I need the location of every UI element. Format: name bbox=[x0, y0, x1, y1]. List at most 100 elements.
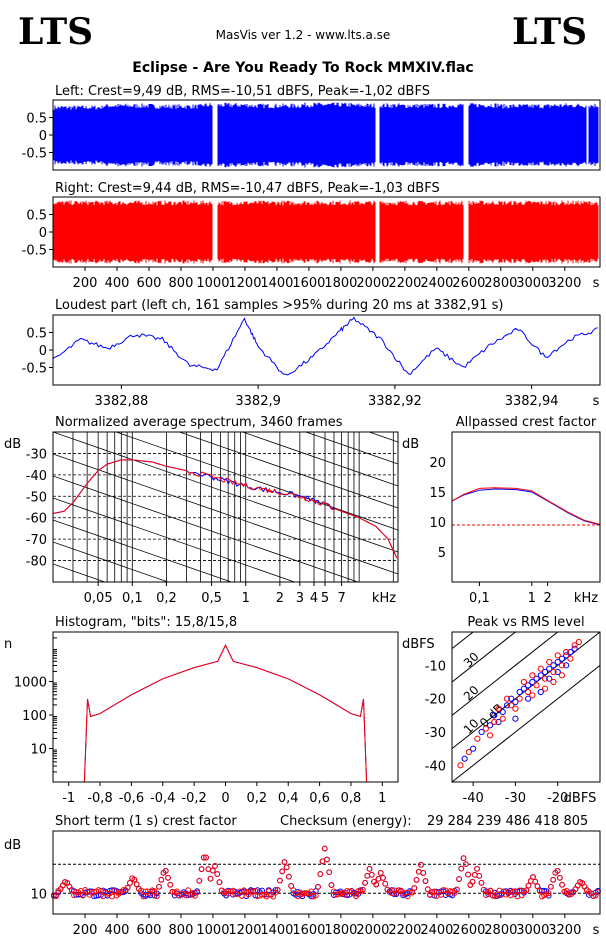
y-tick-label: 10 bbox=[30, 742, 47, 757]
x-unit: kHz bbox=[372, 591, 396, 606]
allpassed-crest-plot: Allpassed crest factor dB 20 15 10 5 0,1 1 2 kHz bbox=[402, 415, 601, 606]
x-tick-label: -0,2 bbox=[181, 791, 206, 806]
x-tick-label: -0,4 bbox=[150, 791, 175, 806]
point-right bbox=[495, 705, 502, 712]
crest-point-right bbox=[536, 888, 543, 894]
crest-point-right bbox=[359, 886, 366, 893]
x-tick-label: 1200 bbox=[228, 276, 261, 291]
x-tick-label: -30 bbox=[505, 791, 526, 806]
logo-right: LTS bbox=[512, 11, 587, 53]
x-tick-label: 0,1 bbox=[469, 591, 490, 606]
crest-point-right bbox=[547, 883, 554, 890]
crest-point-right bbox=[420, 870, 427, 876]
crest-point-right bbox=[418, 861, 424, 868]
point-right bbox=[571, 642, 578, 649]
crest-point-right bbox=[232, 891, 239, 897]
crest-point-right bbox=[142, 888, 149, 895]
point-right bbox=[567, 655, 574, 662]
x-tick-label: 4 bbox=[310, 591, 318, 606]
point-right bbox=[465, 748, 473, 756]
y-tick-label: -70 bbox=[26, 533, 47, 548]
left-channel-waveform: Left: Crest=9,49 dB, RMS=-10,51 dBFS, Pe… bbox=[22, 84, 601, 171]
point-left bbox=[546, 675, 553, 682]
x-tick-label: 1000 bbox=[196, 276, 229, 291]
x-tick-label: 1 bbox=[528, 591, 536, 606]
y-tick-label: -50 bbox=[26, 490, 47, 505]
x-tick-label: 2800 bbox=[484, 276, 517, 291]
waveform-trace bbox=[53, 102, 599, 168]
diagonal-label: 20 bbox=[461, 683, 482, 704]
crest-point-right bbox=[328, 882, 335, 888]
x-tick-label: 1 bbox=[242, 591, 250, 606]
crest-point-right bbox=[478, 879, 485, 886]
x-tick-label: 0 bbox=[221, 791, 229, 806]
point-left bbox=[525, 682, 532, 689]
crest-point-right bbox=[312, 892, 319, 899]
point-right bbox=[554, 652, 561, 659]
point-left bbox=[525, 695, 532, 702]
crest-point-right bbox=[238, 893, 245, 899]
y-tick-label: 0 bbox=[39, 344, 47, 359]
point-right bbox=[457, 762, 464, 769]
crest-point-right bbox=[317, 871, 324, 877]
chart-title: Normalized average spectrum, 3460 frames bbox=[55, 415, 343, 430]
y-tick-label: -40 bbox=[425, 759, 446, 774]
y-tick-label: 0 bbox=[39, 129, 47, 144]
point-right bbox=[550, 678, 557, 686]
crest-point-right bbox=[453, 886, 460, 893]
point-left bbox=[512, 715, 519, 722]
crest-point-right bbox=[162, 867, 169, 874]
x-tick-label: 2400 bbox=[420, 276, 453, 291]
x-tick-label: 600 bbox=[137, 276, 162, 291]
crest-point-right bbox=[440, 887, 447, 893]
x-tick-label: 1000 bbox=[196, 923, 229, 938]
crest-point-right bbox=[366, 865, 373, 872]
crest-point-right bbox=[212, 863, 218, 869]
crest-point-right bbox=[375, 875, 382, 882]
x-tick-label: 3200 bbox=[548, 276, 581, 291]
point-right bbox=[533, 682, 540, 689]
crest-point-right bbox=[259, 891, 265, 898]
point-left bbox=[508, 695, 515, 702]
y-axis-title: n bbox=[4, 637, 12, 652]
short-term-crest-plot: Short term (1 s) crest factor Checksum (e… bbox=[4, 814, 601, 938]
crest-diagonal bbox=[452, 632, 559, 716]
crest-point-right bbox=[80, 892, 86, 899]
x-tick-label: 200 bbox=[73, 923, 98, 938]
average-spectrum-plot: Normalized average spectrum, 3460 frames… bbox=[4, 256, 399, 606]
loudest-trace bbox=[52, 316, 598, 376]
logo-left: LTS bbox=[18, 11, 93, 53]
y-tick-label: -0.5 bbox=[22, 244, 47, 259]
crest-point-right bbox=[124, 884, 131, 891]
right-channel-waveform: Right: Crest=9,44 dB, RMS=-10,47 dBFS, P… bbox=[22, 181, 601, 291]
crest-point-right bbox=[474, 865, 480, 872]
crest-point-right bbox=[353, 893, 359, 900]
chart-title: Histogram, "bits": 15,8/15,8 bbox=[55, 615, 237, 630]
point-right bbox=[575, 638, 582, 646]
x-tick-label: 2000 bbox=[356, 923, 389, 938]
crest-point-right bbox=[315, 883, 321, 890]
slope-line bbox=[53, 256, 398, 376]
x-tick-label: 3382,88 bbox=[94, 394, 148, 409]
point-right bbox=[541, 675, 549, 682]
x-tick-label: -1 bbox=[62, 791, 75, 806]
point-left bbox=[512, 698, 519, 706]
point-right bbox=[550, 668, 557, 676]
file-name: Eclipse - Are You Ready To Rock MMXIV.fl… bbox=[132, 60, 473, 76]
y-axis-title: dB bbox=[402, 437, 419, 452]
x-tick-label: 3000 bbox=[516, 923, 549, 938]
crest-right bbox=[451, 487, 601, 525]
crest-point-right bbox=[530, 874, 536, 880]
x-tick-label: 0,2 bbox=[156, 591, 177, 606]
point-right bbox=[529, 672, 536, 679]
crest-point-right bbox=[456, 876, 462, 882]
slope-line bbox=[241, 432, 398, 487]
y-tick-label: 0.5 bbox=[26, 209, 47, 224]
x-tick-label: 3382,9 bbox=[235, 394, 281, 409]
point-right bbox=[512, 705, 519, 712]
x-tick-label: -40 bbox=[463, 791, 484, 806]
crest-point-right bbox=[50, 892, 57, 899]
crest-point-right bbox=[286, 873, 292, 880]
crest-point-right bbox=[377, 870, 384, 876]
